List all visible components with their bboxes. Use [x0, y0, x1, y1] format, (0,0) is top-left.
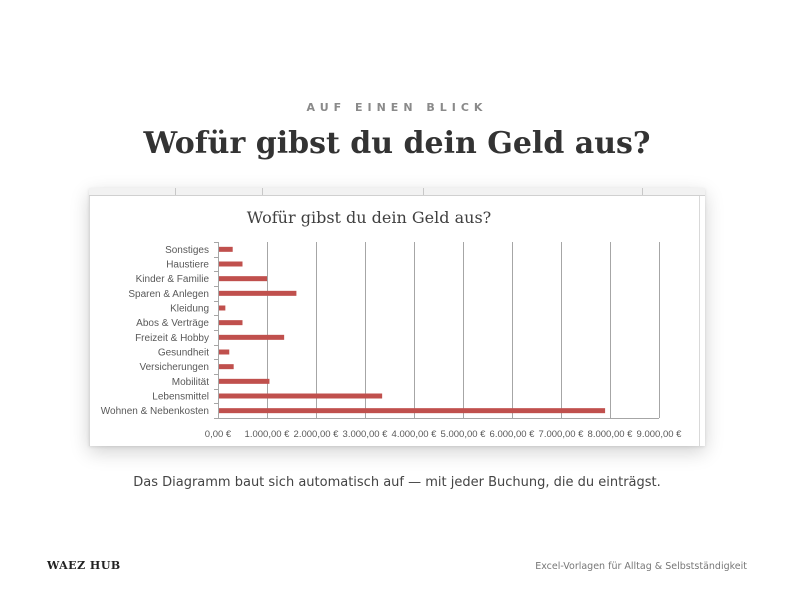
x-tick-label: 7.000,00 €	[539, 429, 585, 440]
category-label: Versicherungen	[140, 362, 210, 373]
spreadsheet-header-strip	[89, 188, 705, 446]
x-tick-label: 5.000,00 €	[441, 429, 487, 440]
x-tick-label: 4.000,00 €	[392, 429, 438, 440]
x-tick-label: 8.000,00 €	[588, 429, 634, 440]
bar	[219, 408, 606, 414]
expense-bar-chart: Wofür gibst du dein Geld aus? Sonstiges H…	[89, 188, 705, 446]
category-label: Mobilität	[172, 377, 209, 388]
category-label: Wohnen & Nebenkosten	[101, 406, 209, 417]
x-tick-label: 1.000,00 €	[245, 429, 291, 440]
category-label: Lebensmittel	[152, 392, 209, 403]
category-label: Sparen & Anlegen	[128, 289, 209, 300]
category-label: Gesundheit	[158, 348, 209, 359]
bar	[219, 305, 226, 311]
bar	[219, 290, 297, 296]
x-tick-label: 3.000,00 €	[343, 429, 389, 440]
bar	[219, 334, 285, 340]
bar	[219, 261, 243, 267]
chart-title: Wofür gibst du dein Geld aus?	[247, 208, 491, 227]
bar	[219, 364, 234, 370]
chart-value-axis-labels: 0,00 € 1.000,00 €2.000,00 €3.000,00 €4.00…	[205, 429, 682, 440]
page-title: Wofür gibst du dein Geld aus?	[143, 126, 651, 161]
category-label: Kleidung	[170, 304, 209, 315]
x-tick-label: 2.000,00 €	[294, 429, 340, 440]
bar	[219, 378, 270, 384]
chart-screenshot: Wofür gibst du dein Geld aus? Sonstiges H…	[89, 188, 705, 446]
brand-tagline: Excel-Vorlagen für Alltag & Selbstständi…	[535, 561, 747, 572]
chart-gridlines	[214, 242, 660, 419]
x-tick-label: 0,00 €	[205, 429, 232, 440]
bar	[219, 276, 267, 282]
bar	[219, 393, 383, 399]
bar	[219, 320, 243, 326]
bar	[219, 246, 233, 252]
brand-logo-text: WAEZ HUB	[47, 559, 121, 572]
x-tick-label: 6.000,00 €	[490, 429, 536, 440]
section-eyebrow: AUF EINEN BLICK	[306, 101, 488, 114]
category-label: Abos & Verträge	[136, 318, 209, 329]
bar	[219, 349, 230, 355]
category-label: Sonstiges	[165, 245, 209, 256]
sheet-column-strip	[89, 188, 705, 195]
chart-category-labels: Sonstiges Haustiere Kinder & Familie Sparen…	[101, 245, 210, 417]
category-label: Haustiere	[166, 260, 209, 271]
category-label: Freizeit & Hobby	[135, 333, 209, 344]
chart-bars	[219, 246, 606, 414]
category-label: Kinder & Familie	[136, 274, 210, 285]
x-tick-label: 9.000,00 €	[637, 429, 683, 440]
chart-caption: Das Diagramm baut sich automatisch auf —…	[133, 475, 661, 490]
